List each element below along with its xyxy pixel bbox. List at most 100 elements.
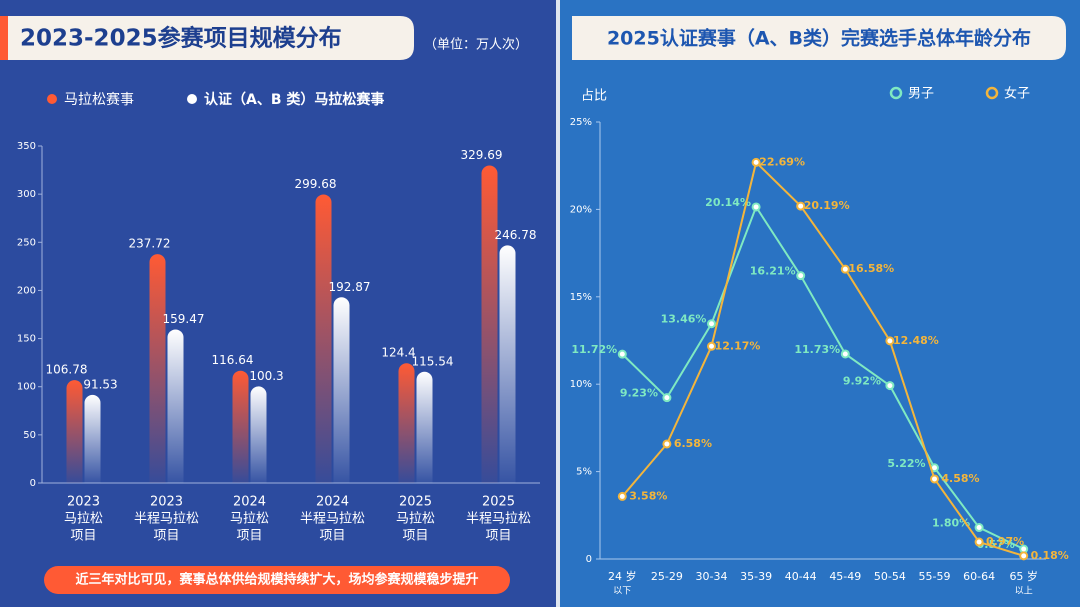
x-tick-label: 2023 [67,495,100,510]
title-banner [572,16,1066,60]
x-tick-label: 2023 [150,495,183,510]
legend-label: 认证（A、B 类）马拉松赛事 [204,91,384,108]
point [840,264,850,274]
bar [232,370,249,483]
x-tick-label: 半程马拉松 [300,512,365,527]
left-panel [0,0,556,607]
value-label: 299.68 [295,177,337,191]
value-label: 4.58% [941,472,979,485]
x-tick-label: 马拉松 [396,512,435,527]
value-label: 0.57% [977,538,1015,551]
y-tick-label: 300 [17,189,36,200]
value-label: 6.58% [674,437,712,450]
y-tick-label: 250 [17,237,36,248]
y-tick-label: 200 [17,285,36,296]
value-label: 192.87 [329,280,371,294]
value-label: 106.78 [46,363,88,377]
bar [333,297,350,483]
value-label: 9.92% [843,375,881,388]
value-label: 9.23% [620,387,658,400]
legend-marker [985,86,999,100]
title-banner [0,16,414,60]
y-tick-label: 5% [576,467,592,478]
divider [556,0,560,607]
value-label: 1.80% [932,517,970,530]
x-tick-label: 以上 [1015,586,1033,597]
value-label: 13.46% [661,313,707,326]
value-label: 100.3 [249,369,283,383]
line [621,204,1025,550]
x-tick-label: 马拉松 [64,512,103,527]
value-label: 116.64 [212,353,254,367]
x-tick-label: 半程马拉松 [134,512,199,527]
legend-marker [47,94,57,104]
bar [315,194,332,483]
unit-label: （单位：万人次） [424,37,528,53]
legend-marker [889,86,903,100]
point [1019,551,1029,561]
point [974,523,984,533]
y-tick-label: 50 [23,430,36,441]
bar [84,394,101,483]
x-tick-label: 50-54 [874,570,906,583]
note-banner [44,566,510,594]
value-label: 115.54 [412,354,454,368]
point [796,271,806,281]
legend-label: 男子 [908,87,934,102]
value-label: 16.21% [750,265,796,278]
legend-marker [187,94,197,104]
value-label: 20.14% [705,196,751,209]
bar [398,363,415,483]
value-label: 5.22% [887,457,925,470]
y-tick-label: 100 [17,382,36,393]
x-tick-label: 55-59 [919,570,951,583]
value-label: 11.73% [794,343,840,356]
x-tick-label: 项目 [153,529,179,544]
x-tick-label: 马拉松 [230,512,269,527]
bar [499,245,516,483]
x-tick-label: 60-64 [963,570,995,583]
point [885,336,895,346]
bar [481,165,498,483]
point [617,349,627,359]
point [751,202,761,212]
value-label: 12.17% [715,339,761,352]
chart-title: 2023-2025参赛项目规模分布 [20,25,342,52]
point [751,157,761,167]
y-tick-label: 20% [570,204,592,215]
point [707,341,716,351]
x-tick-label: 项目 [485,529,511,544]
x-tick-label: 65 岁 [1009,569,1038,583]
value-label: 91.53 [83,377,117,391]
legend-label: 马拉松赛事 [64,92,134,108]
point [617,491,627,501]
x-tick-label: 2024 [316,495,349,510]
point [885,381,895,391]
x-tick-label: 35-39 [740,570,772,583]
x-tick-label: 项目 [236,529,262,544]
value-label: 11.72% [571,343,617,356]
bar [149,254,166,483]
x-tick-label: 项目 [70,529,96,544]
x-tick-label: 30-34 [696,570,728,583]
y-tick-label: 25% [570,117,592,128]
x-tick-label: 项目 [319,529,345,544]
x-tick-label: 2025 [399,495,432,510]
x-tick-label: 2025 [482,495,515,510]
footnote: 近三年对比可见，赛事总体供给规模持续扩大，场均参赛规模稳步提升 [75,572,478,588]
x-tick-label: 45-49 [829,570,861,583]
y-tick-label: 350 [17,141,36,152]
chart-title: 2025认证赛事（A、B类）完赛选手总体年龄分布 [607,27,1031,50]
y-tick-label: 10% [570,379,592,390]
bar [250,386,267,483]
point [974,537,984,547]
value-label: 12.48% [893,334,939,347]
value-label: 329.69 [461,148,503,162]
point [840,349,850,359]
x-tick-label: 2024 [233,495,266,510]
right-panel [560,0,1080,607]
x-tick-label: 40-44 [785,570,817,583]
x-tick-label: 项目 [402,529,428,544]
value-label: 246.78 [495,228,537,242]
